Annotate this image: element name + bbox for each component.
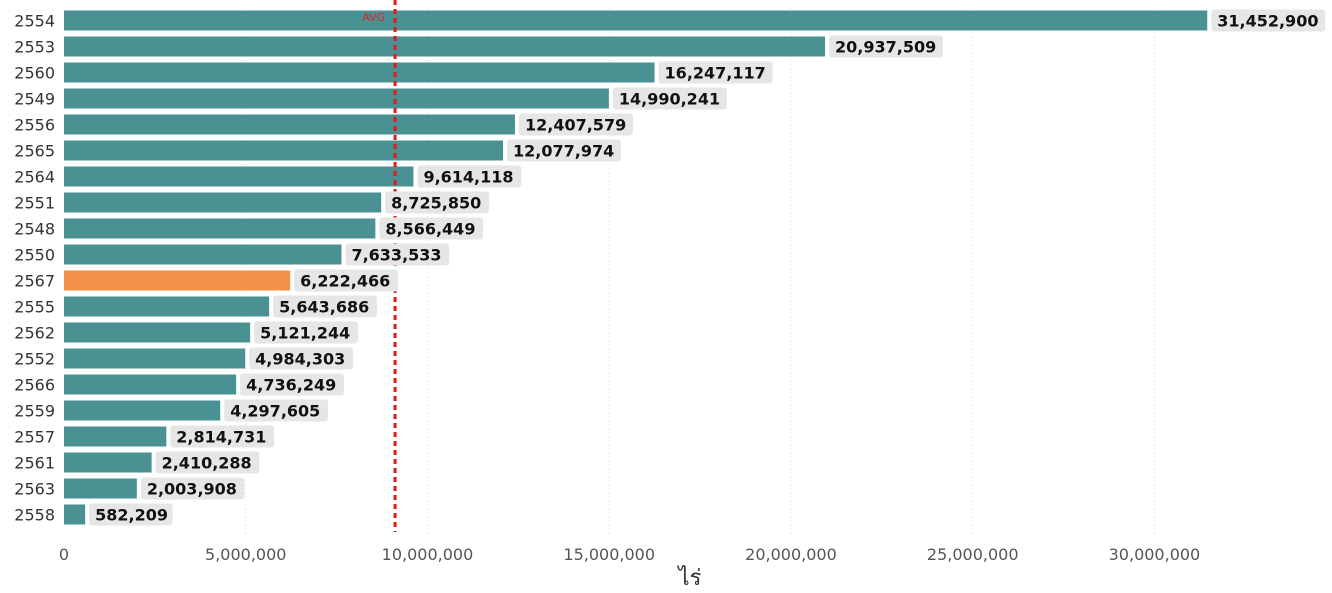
category-label: 2549	[14, 90, 55, 109]
category-label: 2552	[14, 350, 55, 369]
data-label: 4,297,605	[230, 402, 320, 421]
data-label-background	[249, 347, 353, 370]
category-label: 2567	[14, 272, 55, 291]
data-label: 14,990,241	[619, 90, 720, 109]
bar	[64, 62, 655, 83]
category-label: 2562	[14, 324, 55, 343]
data-label: 2,814,731	[176, 428, 266, 447]
x-tick-label: 0	[59, 545, 69, 564]
bar	[64, 296, 270, 317]
bar	[64, 322, 251, 343]
category-label: 2556	[14, 116, 55, 135]
bar	[64, 140, 504, 161]
data-label: 12,077,974	[513, 142, 614, 161]
category-label: 2563	[14, 480, 55, 499]
data-label: 6,222,466	[300, 272, 390, 291]
data-label-background	[273, 295, 377, 318]
data-label-background	[612, 87, 727, 110]
category-label: 2565	[14, 142, 55, 161]
bar	[64, 478, 137, 499]
average-label: AVG	[362, 11, 385, 24]
data-label: 8,725,850	[391, 194, 481, 213]
category-label: 2548	[14, 220, 55, 239]
x-tick-label: 25,000,000	[927, 545, 1019, 564]
data-label-background	[294, 269, 398, 292]
data-label: 9,614,118	[423, 168, 513, 187]
data-label-background	[518, 113, 633, 136]
category-label: 2553	[14, 38, 55, 57]
data-label: 7,633,533	[351, 246, 441, 265]
bar	[64, 426, 167, 447]
data-label: 2,003,908	[147, 480, 237, 499]
data-label-background	[507, 139, 622, 162]
data-label: 5,121,244	[260, 324, 350, 343]
bars	[64, 10, 1208, 525]
bar	[64, 270, 291, 291]
bar	[64, 114, 515, 135]
category-labels: 2554 2553 2560 2549 2556 2565 2564 2551 2548 2550…	[14, 12, 55, 525]
category-label: 2559	[14, 402, 55, 421]
bar	[64, 192, 382, 213]
data-label-background	[254, 321, 358, 344]
bar	[64, 36, 826, 57]
data-label-background	[155, 451, 260, 474]
data-label: 8,566,449	[385, 220, 475, 239]
x-axis-ticks: 0 5,000,000 10,000,000 15,000,000 20,000,000…	[59, 545, 1200, 564]
category-label: 2550	[14, 246, 55, 265]
data-label-background	[1211, 9, 1326, 32]
category-label: 2561	[14, 454, 55, 473]
data-label: 16,247,117	[665, 64, 766, 83]
data-label-background	[658, 61, 773, 84]
bar	[64, 166, 414, 187]
data-label-background	[170, 425, 275, 448]
data-label-background	[140, 477, 245, 500]
data-label: 31,452,900	[1217, 12, 1318, 31]
data-label: 12,407,579	[525, 116, 626, 135]
x-tick-label: 10,000,000	[382, 545, 474, 564]
x-axis-title: ไร่	[677, 565, 702, 591]
data-label: 2,410,288	[162, 454, 252, 473]
bar	[64, 348, 246, 369]
data-label-background	[829, 35, 944, 58]
bar	[64, 244, 342, 265]
category-label: 2554	[14, 12, 55, 31]
category-label: 2557	[14, 428, 55, 447]
bar	[64, 218, 376, 239]
category-label: 2551	[14, 194, 55, 213]
category-label: 2560	[14, 64, 55, 83]
x-tick-label: 5,000,000	[205, 545, 286, 564]
data-label-background	[379, 217, 484, 240]
data-label-background	[385, 191, 489, 214]
data-label: 4,736,249	[246, 376, 336, 395]
data-label-background	[89, 503, 173, 526]
bar	[64, 10, 1208, 31]
bar	[64, 400, 221, 421]
data-label-background	[345, 243, 450, 266]
bar	[64, 88, 609, 109]
category-label: 2555	[14, 298, 55, 317]
data-label: 582,209	[95, 506, 168, 525]
bar	[64, 504, 86, 525]
category-label: 2566	[14, 376, 55, 395]
data-label: 4,984,303	[255, 350, 345, 369]
bar	[64, 374, 237, 395]
data-label-background	[417, 165, 522, 188]
x-tick-label: 15,000,000	[563, 545, 655, 564]
data-labels: 31,452,900 20,937,509 16,247,117 14,990,241…	[89, 9, 1326, 526]
average-line-group: AVG	[362, 0, 397, 532]
data-label-background	[224, 399, 329, 422]
data-label-background	[240, 373, 344, 396]
category-label: 2558	[14, 506, 55, 525]
x-tick-label: 20,000,000	[745, 545, 837, 564]
x-tick-label: 30,000,000	[1109, 545, 1201, 564]
category-label: 2564	[14, 168, 55, 187]
data-label: 5,643,686	[279, 298, 369, 317]
bar	[64, 452, 152, 473]
data-label: 20,937,509	[835, 38, 936, 57]
